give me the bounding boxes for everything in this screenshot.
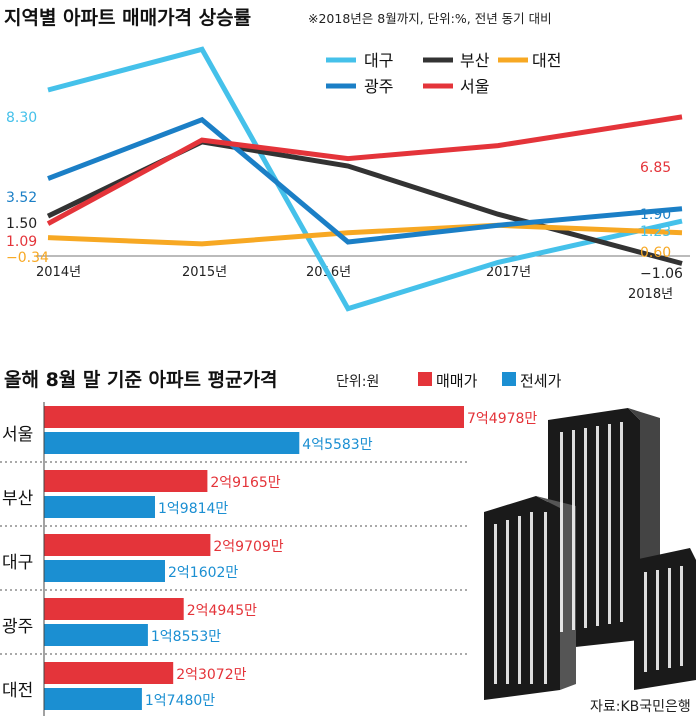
start-label-gwangju: 3.52 <box>6 190 37 206</box>
bar-jeonse-seoul <box>44 432 300 454</box>
bar-category-daegu: 대구 <box>2 553 33 573</box>
line-series-daejeon <box>47 222 683 247</box>
source-label: 자료:KB국민은행 <box>590 699 691 715</box>
legend-label-seoul: 서울 <box>460 77 489 96</box>
x-tick-2018: 2018년 <box>628 287 673 302</box>
line-series-seoul <box>46 114 683 226</box>
bar-jeonse-busan <box>44 496 155 518</box>
bar-label-jeonse-gwangju: 1억8553만 <box>151 629 221 645</box>
bar-sale-daejeon <box>44 662 174 684</box>
start-label-busan: 1.50 <box>6 216 37 232</box>
line-series-gwangju <box>47 116 683 245</box>
bar-label-jeonse-seoul: 4억5583만 <box>302 437 372 453</box>
start-label-daegu: 8.30 <box>6 110 37 126</box>
bar-chart-title: 올해 8월 말 기준 아파트 평균가격 <box>4 369 278 391</box>
bar-label-sale-daejeon: 2억3072만 <box>176 667 246 683</box>
bar-sale-daegu <box>44 534 211 556</box>
x-tick-labels: 2014년 2015년 2016년 2017년 2018년 <box>36 265 673 302</box>
legend-label-daegu: 대구 <box>364 51 393 70</box>
bar-jeonse-gwangju <box>44 624 148 646</box>
legend-label-jeonse: 전세가 <box>520 372 562 390</box>
bar-label-sale-gwangju: 2억4945만 <box>187 603 257 619</box>
bar-sale-busan <box>44 470 208 492</box>
legend-label-sale: 매매가 <box>436 372 478 390</box>
start-label-daejeon: −0.34 <box>6 250 49 266</box>
legend-swatch-sale <box>418 372 432 386</box>
bar-label-jeonse-daejeon: 1억7480만 <box>145 693 215 709</box>
legend-label-daejeon: 대전 <box>532 51 561 70</box>
end-label-daejeon: 0.60 <box>640 245 671 261</box>
bar-sale-seoul <box>44 406 464 428</box>
end-label-gwangju: 1.90 <box>640 207 671 223</box>
x-tick-2014: 2014년 <box>36 265 81 280</box>
bar-sale-gwangju <box>44 598 184 620</box>
legend-swatch-jeonse <box>502 372 516 386</box>
x-tick-2017: 2017년 <box>486 265 531 280</box>
end-label-daegu: 1.23 <box>640 224 671 240</box>
legend-label-busan: 부산 <box>460 51 490 70</box>
bar-label-sale-seoul: 7억4978만 <box>467 411 537 427</box>
building-illustration <box>484 408 696 700</box>
bar-category-gwangju: 광주 <box>2 617 33 637</box>
bar-label-sale-daegu: 2억9709만 <box>213 539 283 555</box>
end-label-busan: −1.06 <box>640 266 683 282</box>
bar-label-sale-busan: 2억9165만 <box>210 475 280 491</box>
bar-jeonse-daejeon <box>44 688 142 710</box>
line-chart-title: 지역별 아파트 매매가격 상승률 <box>4 7 251 29</box>
end-label-seoul: 6.85 <box>640 160 671 176</box>
line-series-group: 8.30 1.23 1.50 −1.06 −0.34 0.60 3.52 1.90 1.09 6.… <box>6 46 683 312</box>
bar-label-jeonse-busan: 1억9814만 <box>158 501 228 517</box>
bar-label-jeonse-daegu: 2억1602만 <box>168 565 238 581</box>
line-series-daegu <box>47 46 683 312</box>
bar-chart-unit: 단위:원 <box>336 374 379 390</box>
start-label-seoul: 1.09 <box>6 234 37 250</box>
bar-category-seoul: 서울 <box>2 425 33 445</box>
bar-category-daejeon: 대전 <box>2 681 33 701</box>
line-legend: 대구 부산 대전 광주 서울 <box>326 51 561 96</box>
line-series-busan <box>46 139 683 266</box>
x-tick-2015: 2015년 <box>182 265 227 280</box>
bar-jeonse-daegu <box>44 560 165 582</box>
legend-label-gwangju: 광주 <box>364 77 393 96</box>
bar-category-busan: 부산 <box>2 489 34 509</box>
line-chart-subtitle: ※2018년은 8월까지, 단위:%, 전년 동기 대비 <box>308 11 552 26</box>
